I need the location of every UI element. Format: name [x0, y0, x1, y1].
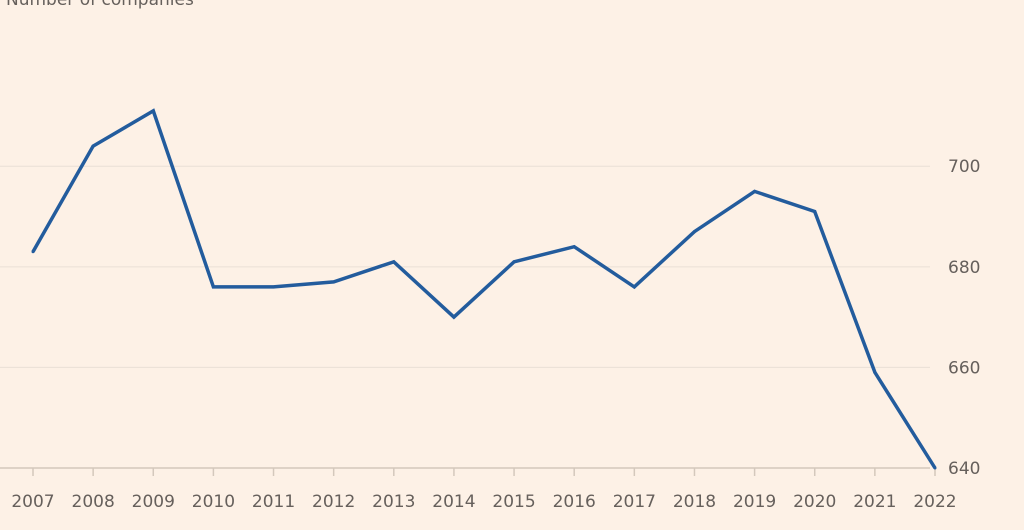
x-tick-label-2008: 2008 [72, 492, 115, 512]
data-point-2013 [392, 260, 396, 264]
x-tick-label-2018: 2018 [673, 492, 716, 512]
data-point-2018 [692, 230, 696, 234]
data-point-2010 [211, 285, 215, 289]
x-tick-label-2021: 2021 [853, 492, 896, 512]
x-tick-label-2007: 2007 [11, 492, 54, 512]
y-tick-label-640: 640 [948, 459, 980, 479]
y-tick-label-680: 680 [948, 258, 980, 278]
x-tick-label-2019: 2019 [733, 492, 776, 512]
data-point-2019 [753, 189, 757, 193]
data-point-2011 [272, 285, 276, 289]
x-tick-label-2010: 2010 [192, 492, 235, 512]
x-tick-label-2022: 2022 [913, 492, 956, 512]
x-axis: 2007 2008 2009 2010 2011 2012 2013 2014 2015 2016… [11, 468, 957, 512]
x-tick-label-2017: 2017 [613, 492, 656, 512]
data-point-2015 [512, 260, 516, 264]
data-point-2022 [933, 466, 937, 470]
data-point-2016 [572, 245, 576, 249]
series-group [31, 108, 937, 470]
grid-lines [0, 165, 930, 469]
series-line [31, 108, 937, 469]
x-tick-label-2011: 2011 [252, 492, 295, 512]
y-tick-label-700: 700 [948, 157, 980, 177]
data-point-2014 [452, 315, 456, 319]
y-tick-label-660: 660 [948, 358, 980, 378]
y-axis: 640 660 680 700 [948, 157, 980, 479]
data-point-2008 [91, 144, 95, 148]
data-point-2020 [813, 209, 817, 213]
data-point-2007 [31, 250, 35, 254]
data-point-2017 [632, 285, 636, 289]
x-tick-label-2009: 2009 [132, 492, 175, 512]
x-tick-label-2020: 2020 [793, 492, 836, 512]
x-tick-label-2016: 2016 [553, 492, 596, 512]
data-point-2012 [332, 280, 336, 284]
x-tick-label-2013: 2013 [372, 492, 415, 512]
x-tick-label-2012: 2012 [312, 492, 355, 512]
x-tick-label-2014: 2014 [432, 492, 475, 512]
x-tick-label-2015: 2015 [492, 492, 535, 512]
data-point-2021 [873, 370, 877, 374]
chart-subtitle: Number of companies [6, 0, 194, 10]
data-point-2009 [151, 109, 155, 113]
